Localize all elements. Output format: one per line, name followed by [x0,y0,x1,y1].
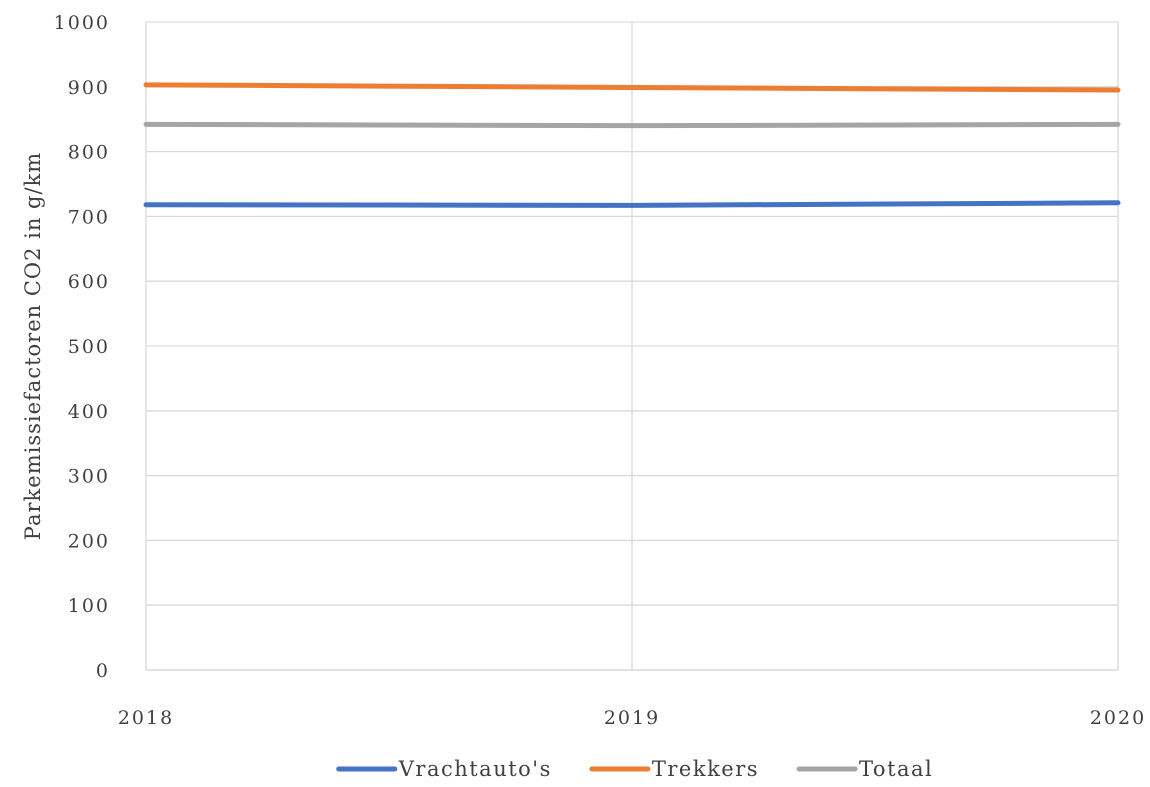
y-tick-label: 300 [68,466,110,488]
y-tick-label: 700 [68,206,110,228]
y-tick-label: 800 [68,142,110,164]
series-lines [143,82,1121,208]
legend-item: Trekkers [589,757,759,781]
legend-item: Vrachtauto's [336,757,552,781]
x-tick-label: 2019 [604,707,660,729]
y-axis-title: Parkemissiefactoren CO2 in g/km [21,152,45,540]
grid [145,21,1119,670]
y-tick-label: 900 [68,77,110,99]
x-tick-label: 2020 [1090,707,1146,729]
series-line-0 [143,200,1121,208]
y-tick-label: 100 [68,595,110,617]
legend-label: Trekkers [652,757,759,781]
legend: Vrachtauto's Trekkers Totaal [336,757,933,781]
y-tick-label: 0 [96,660,110,682]
legend-label: Vrachtauto's [398,757,552,781]
y-tick-label: 600 [68,271,110,293]
y-tick-label: 1000 [54,12,110,34]
y-tick-label: 200 [68,530,110,552]
series-line-2 [143,121,1121,129]
series-line-1 [143,82,1121,93]
x-tick-label: 2018 [118,707,174,729]
legend-item: Totaal [796,757,933,781]
y-tick-label: 500 [68,336,110,358]
legend-label: Totaal [859,757,933,781]
tick-labels: 0 100 200 300 400 500 600 700 800 900 1000 2018 2019… [54,12,1146,729]
y-tick-label: 400 [68,401,110,423]
